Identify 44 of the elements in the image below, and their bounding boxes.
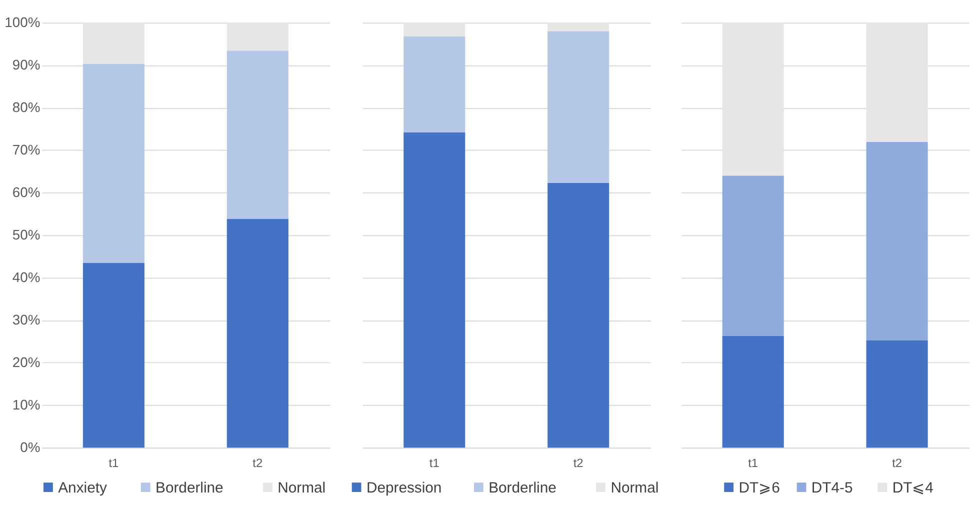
bar [548,31,610,183]
y-tick-label: 0% [20,439,40,456]
bar [226,22,288,51]
bar [866,22,928,142]
y-tick-label: 50% [12,226,40,243]
bar [548,22,610,32]
legend-label: DT4-5 [811,480,853,496]
x-tick-label: t1 [748,456,758,470]
x-tick-label: t2 [252,456,263,470]
x-tick-label: t2 [892,456,902,470]
bar [82,64,144,263]
bar [82,262,144,448]
bar [722,176,784,336]
bar [866,340,928,448]
y-tick-label: 80% [12,99,40,116]
y-tick-label: 90% [12,56,40,73]
bar [226,50,288,219]
bar [548,182,610,448]
legend-label: Normal [278,480,326,496]
y-tick-label: 60% [12,184,40,200]
x-tick-label: t1 [108,456,120,470]
y-tick-label: 40% [12,269,40,286]
y-tick-label: 10% [12,396,40,413]
legend-label: Borderline [488,480,556,496]
bar [866,142,928,340]
y-tick-label: 70% [12,142,40,158]
legend-label: DT⩽4 [892,480,934,496]
legend-label: Normal [610,480,659,496]
bar [404,36,466,132]
bar [226,218,288,448]
y-tick-label: 100% [4,14,40,30]
bar [404,132,466,448]
x-tick-label: t1 [429,456,440,470]
legend-label: Anxiety [58,480,108,496]
bar [404,22,466,36]
bar [722,22,784,176]
y-tick-label: 20% [12,354,40,370]
legend-label: Borderline [156,480,224,496]
bar [722,336,784,448]
y-tick-label: 30% [12,312,40,328]
x-tick-label: t2 [573,456,584,470]
text: DT⩾6 [738,480,780,496]
text: Depression [366,480,442,496]
bar [82,22,144,64]
